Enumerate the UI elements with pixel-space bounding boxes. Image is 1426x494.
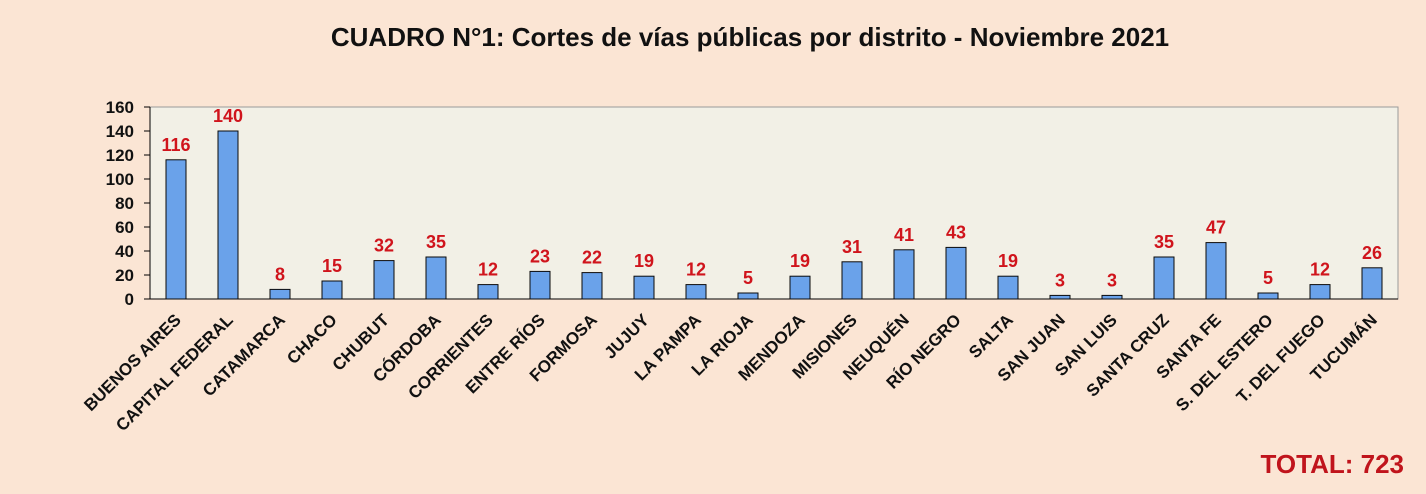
- x-tick-label: T. DEL FUEGO: [1233, 310, 1329, 406]
- bar-value-label: 5: [743, 268, 753, 288]
- bar-value-label: 35: [1154, 232, 1174, 252]
- bar-value-label: 19: [998, 251, 1018, 271]
- bar: [1309, 284, 1331, 300]
- bar: [737, 292, 759, 300]
- bar: [1101, 294, 1123, 300]
- bar-value-label: 35: [426, 232, 446, 252]
- bar: [685, 284, 707, 300]
- bar: [633, 275, 655, 300]
- y-tick-label: 0: [125, 290, 134, 309]
- y-tick-label: 120: [106, 146, 134, 165]
- bar: [1153, 256, 1175, 300]
- bar-value-label: 23: [530, 246, 550, 266]
- total-label: TOTAL: 723: [1260, 449, 1404, 479]
- bar-value-label: 19: [634, 251, 654, 271]
- bar-value-label: 26: [1362, 243, 1382, 263]
- bar: [165, 159, 187, 300]
- bar-value-label: 22: [582, 248, 602, 268]
- chart-title: CUADRO N°1: Cortes de vías públicas por …: [330, 22, 1170, 52]
- y-tick-label: 60: [115, 218, 134, 237]
- x-tick-label: BUENOS AIRES: [80, 310, 184, 414]
- bar: [841, 261, 863, 300]
- bar-value-label: 5: [1263, 268, 1273, 288]
- y-tick-label: 20: [115, 266, 134, 285]
- bar: [217, 130, 239, 300]
- y-tick-label: 160: [106, 98, 134, 117]
- bar: [581, 272, 603, 300]
- bar: [269, 288, 291, 300]
- x-tick-label: S. DEL ESTERO: [1172, 310, 1277, 415]
- bar-value-label: 140: [213, 106, 243, 126]
- x-tick-label: JUJUY: [601, 310, 654, 363]
- value-labels: 116 140 8 15 32 35 12 23 22 19 12 5 19 31 41 43 19 3 3 35 47…: [161, 106, 1382, 290]
- bar-value-label: 12: [1310, 260, 1330, 280]
- y-tick-label: 40: [115, 242, 134, 261]
- bar: [1049, 294, 1071, 300]
- x-tick-label: SALTA: [965, 310, 1017, 362]
- bar-value-label: 15: [322, 256, 342, 276]
- bar: [529, 270, 551, 300]
- bar-value-label: 3: [1107, 270, 1117, 290]
- bar: [893, 249, 915, 300]
- bar: [321, 280, 343, 300]
- bar-value-label: 12: [478, 260, 498, 280]
- bar-value-label: 47: [1206, 218, 1226, 238]
- y-axis: 0 20 40 60 80 100 120 140 160: [106, 98, 1398, 309]
- bar: [1205, 242, 1227, 300]
- y-tick-label: 140: [106, 122, 134, 141]
- bar: [373, 260, 395, 300]
- bar-value-label: 41: [894, 225, 914, 245]
- bar-value-label: 8: [275, 264, 285, 284]
- plot-area: [149, 106, 1399, 300]
- bar-value-label: 43: [946, 222, 966, 242]
- bar: [945, 246, 967, 300]
- bar: [425, 256, 447, 300]
- bar-value-label: 3: [1055, 270, 1065, 290]
- bar-value-label: 116: [161, 135, 190, 155]
- bar: [477, 284, 499, 300]
- bar: [789, 275, 811, 300]
- bar: [1361, 267, 1383, 300]
- bar-value-label: 31: [842, 237, 862, 257]
- bar-value-label: 19: [790, 251, 810, 271]
- bar-value-label: 32: [374, 236, 394, 256]
- bars: [165, 130, 1383, 300]
- bar: [1257, 292, 1279, 300]
- bar: [997, 275, 1019, 300]
- y-tick-label: 100: [106, 170, 134, 189]
- y-tick-label: 80: [115, 194, 134, 213]
- bar-value-label: 12: [686, 260, 706, 280]
